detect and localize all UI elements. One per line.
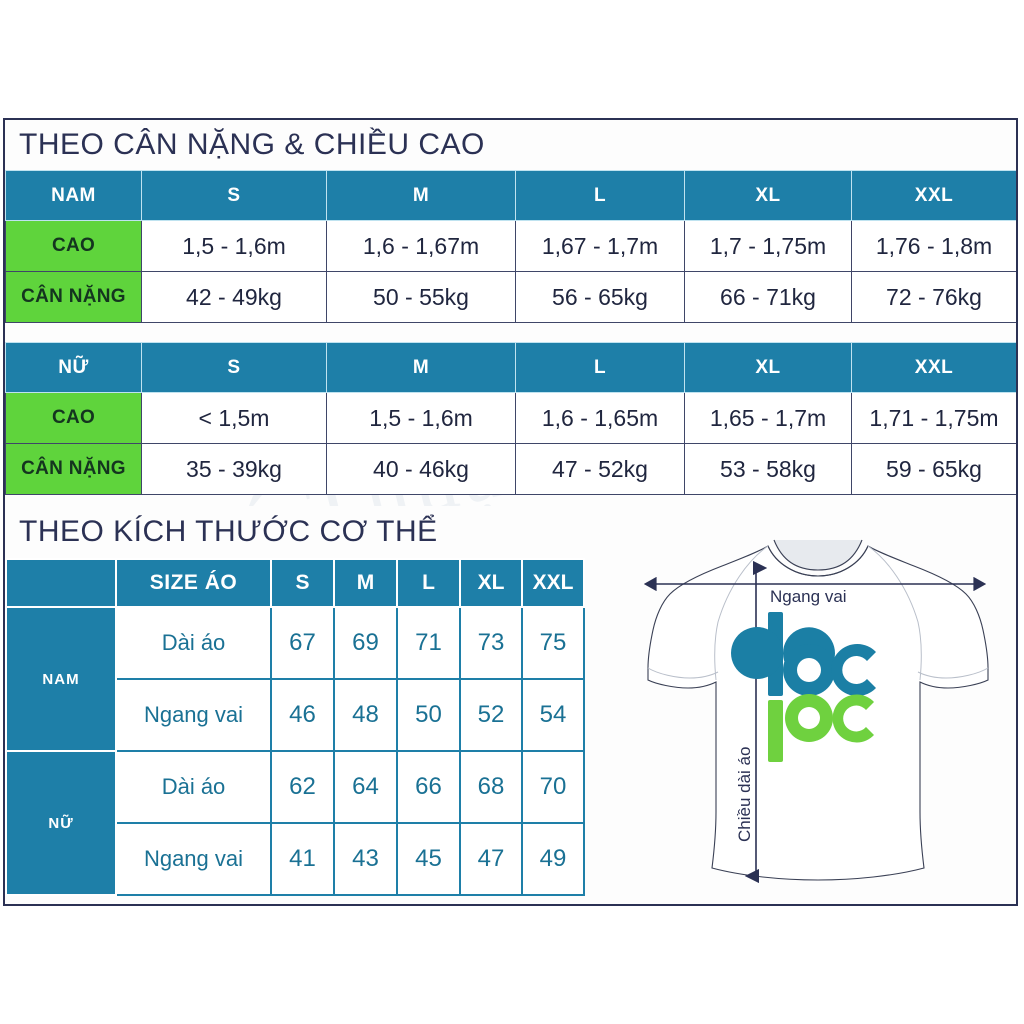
header-cell-m: M (326, 170, 516, 221)
row-label-weight: CÂN NẶNG (5, 271, 142, 323)
table-row-header: NỮ S M L XL XXL (5, 342, 1016, 393)
table-row-weight: CÂN NẶNG 35 - 39kg 40 - 46kg 47 - 52kg 5… (5, 443, 1016, 495)
header-cell-xl: XL (684, 170, 852, 221)
brand-logo (731, 612, 876, 762)
cell-men-length-l: 71 (396, 606, 461, 680)
cell-weight-xxl: 72 - 76kg (851, 271, 1016, 323)
cell-women-shoulder-xxl: 49 (521, 822, 585, 896)
table-men-weight-height: NAM S M L XL XXL CAO 1,5 - 1,6m 1,6 - 1,… (5, 170, 1016, 323)
right-sleeve-hem (917, 667, 989, 679)
table-row-men-length: NAM Dài áo 67 69 71 73 75 (5, 606, 585, 752)
header-cell-l: L (396, 558, 461, 608)
right-shoulder-seam (867, 545, 922, 681)
table-body-measurements: SIZE ÁO S M L XL XXL NAM Dài áo 67 69 71… (5, 558, 585, 896)
table-row-women-length: NỮ Dài áo 62 64 66 68 70 (5, 750, 585, 896)
collar-inner (773, 539, 863, 571)
cell-women-length-m: 64 (333, 750, 398, 824)
cell-men-length-xl: 73 (459, 606, 523, 680)
table-row-weight: CÂN NẶNG 42 - 49kg 50 - 55kg 56 - 65kg 6… (5, 271, 1016, 323)
header-cell-gender: NỮ (5, 342, 142, 393)
row-label-shoulder-width: Ngang vai (115, 678, 272, 752)
cell-height-xxl: 1,71 - 1,75m (851, 392, 1016, 444)
logo-pc-text (768, 694, 874, 762)
cell-weight-s: 35 - 39kg (141, 443, 327, 495)
table-row-header: NAM S M L XL XXL (5, 170, 1016, 221)
left-shoulder-seam (714, 545, 769, 681)
cell-height-s: < 1,5m (141, 392, 327, 444)
cell-men-shoulder-s: 46 (270, 678, 335, 752)
table-row-men-shoulder: Ngang vai 46 48 50 52 54 (6, 678, 585, 752)
cell-weight-m: 50 - 55kg (326, 271, 516, 323)
cell-weight-l: 47 - 52kg (515, 443, 685, 495)
row-label-weight: CÂN NẶNG (5, 443, 142, 495)
length-dimension-label: Chiều dài áo (735, 747, 754, 842)
header-cell-s: S (141, 170, 327, 221)
cell-weight-xl: 66 - 71kg (684, 271, 852, 323)
cell-weight-xl: 53 - 58kg (684, 443, 852, 495)
header-cell-s: S (141, 342, 327, 393)
header-cell-xxl: XXL (521, 558, 585, 608)
collar-outer-line (767, 545, 869, 577)
row-label-shirt-length: Dài áo (115, 606, 272, 680)
header-cell-xxl: XXL (851, 342, 1016, 393)
header-cell-s: S (270, 558, 335, 608)
cell-men-length-m: 69 (333, 606, 398, 680)
gender-cell-men: NAM (5, 606, 117, 752)
cell-height-l: 1,67 - 1,7m (515, 220, 685, 272)
table-row-height: CAO 1,5 - 1,6m 1,6 - 1,67m 1,67 - 1,7m 1… (5, 220, 1016, 272)
cell-men-length-s: 67 (270, 606, 335, 680)
cell-weight-m: 40 - 46kg (326, 443, 516, 495)
cell-women-shoulder-xl: 47 (459, 822, 523, 896)
row-label-shirt-length: Dài áo (115, 750, 272, 824)
section-title-weight-height: THEO CÂN NẶNG & CHIỀU CAO (5, 120, 1016, 170)
header-cell-xl: XL (684, 342, 852, 393)
logo-bc-text (731, 612, 876, 696)
table-women-weight-height: NỮ S M L XL XXL CAO < 1,5m 1,5 - 1,6m 1,… (5, 342, 1016, 495)
cell-height-xxl: 1,76 - 1,8m (851, 220, 1016, 272)
cell-women-length-s: 62 (270, 750, 335, 824)
cell-men-shoulder-xxl: 54 (521, 678, 585, 752)
row-label-shoulder-width: Ngang vai (115, 822, 272, 896)
header-cell-l: L (515, 342, 685, 393)
table-row-height: CAO < 1,5m 1,5 - 1,6m 1,6 - 1,65m 1,65 -… (5, 392, 1016, 444)
table-row-women-shoulder: Ngang vai 41 43 45 47 49 (6, 822, 585, 896)
cell-height-m: 1,6 - 1,67m (326, 220, 516, 272)
cell-women-shoulder-m: 43 (333, 822, 398, 896)
header-cell-corner (5, 558, 117, 608)
cell-men-shoulder-l: 50 (396, 678, 461, 752)
header-cell-xl: XL (459, 558, 523, 608)
header-cell-xxl: XXL (851, 170, 1016, 221)
cell-women-length-xl: 68 (459, 750, 523, 824)
cell-women-shoulder-s: 41 (270, 822, 335, 896)
cell-height-s: 1,5 - 1,6m (141, 220, 327, 272)
cell-height-xl: 1,65 - 1,7m (684, 392, 852, 444)
gender-cell-women: NỮ (5, 750, 117, 896)
cell-women-length-l: 66 (396, 750, 461, 824)
header-cell-m: M (326, 342, 516, 393)
cell-women-length-xxl: 70 (521, 750, 585, 824)
cell-height-l: 1,6 - 1,65m (515, 392, 685, 444)
shoulder-dimension-label: Ngang vai (770, 587, 847, 606)
cell-men-length-xxl: 75 (521, 606, 585, 680)
cell-men-shoulder-xl: 52 (459, 678, 523, 752)
row-label-height: CAO (5, 392, 142, 444)
header-cell-l: L (515, 170, 685, 221)
cell-women-shoulder-l: 45 (396, 822, 461, 896)
section-title-body-measurements: THEO KÍCH THƯỚC CƠ THỂ (5, 506, 645, 558)
cell-height-xl: 1,7 - 1,75m (684, 220, 852, 272)
size-chart-card: Ký Thuật THEO CÂN NẶNG & CHIỀU CAO NAM S… (3, 118, 1018, 906)
header-cell-gender: NAM (5, 170, 142, 221)
tshirt-diagram: Ngang vai Chiều dài áo (622, 512, 1015, 904)
cell-men-shoulder-m: 48 (333, 678, 398, 752)
header-cell-size-label: SIZE ÁO (115, 558, 272, 608)
cell-weight-l: 56 - 65kg (515, 271, 685, 323)
header-cell-m: M (333, 558, 398, 608)
table-row-header: SIZE ÁO S M L XL XXL (5, 558, 585, 608)
row-label-height: CAO (5, 220, 142, 272)
left-sleeve-hem (647, 667, 719, 679)
cell-weight-xxl: 59 - 65kg (851, 443, 1016, 495)
cell-weight-s: 42 - 49kg (141, 271, 327, 323)
cell-height-m: 1,5 - 1,6m (326, 392, 516, 444)
